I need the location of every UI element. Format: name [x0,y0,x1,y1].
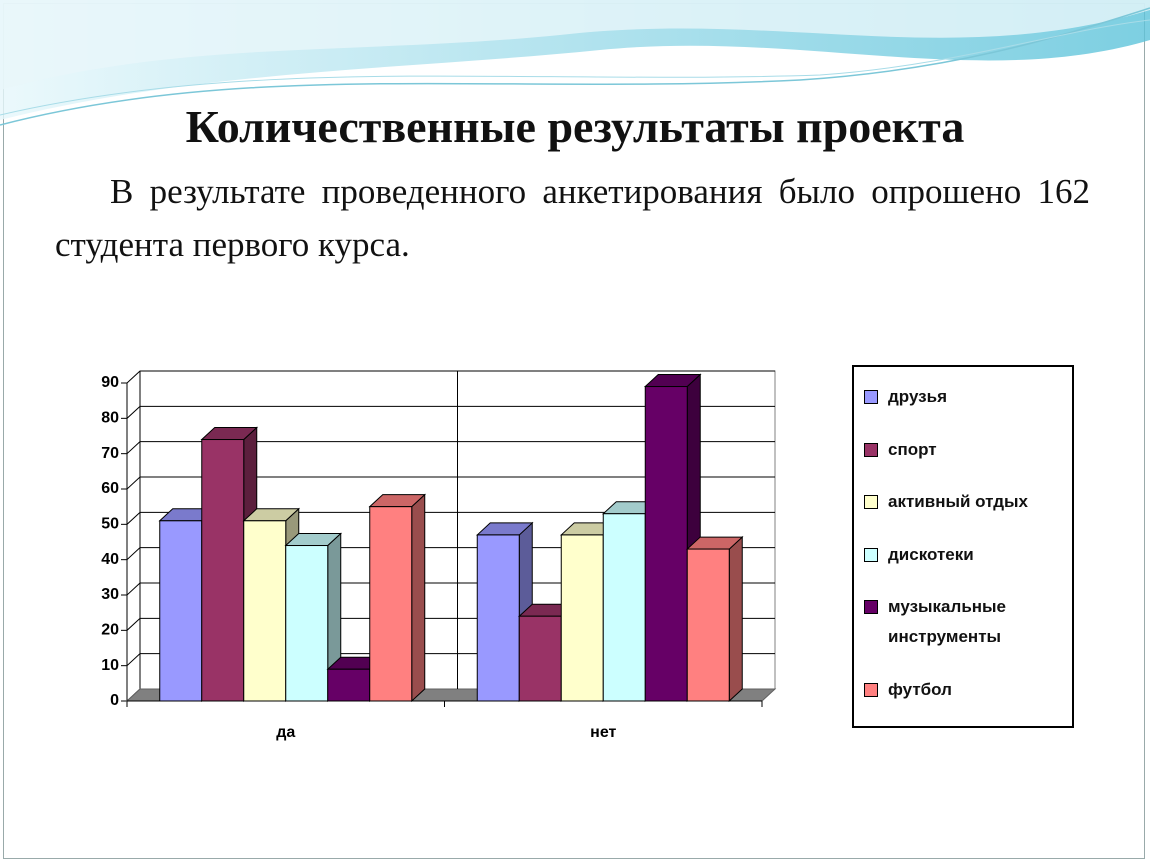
x-tick-label: да [276,724,295,741]
bar [285,545,329,702]
legend-label: дискотеки [888,544,974,564]
y-tick-label: 80 [101,410,119,427]
grid-line [126,441,141,455]
y-tick-label: 40 [101,551,119,568]
legend-entry: музыкальные инструменты [864,592,1066,652]
legend-entry: спорт [864,435,1066,465]
wave [0,0,1150,90]
grid-line [126,582,141,596]
grid-line [126,653,141,667]
bar [560,534,604,702]
y-tick-label: 60 [101,480,119,497]
bar-side [728,535,743,703]
y-tick-label: 50 [101,516,119,533]
bar [243,520,287,702]
bar [369,506,413,702]
bar [644,386,688,702]
y-tick-label: 10 [101,657,119,674]
legend-swatch [864,495,878,510]
y-tick-label: 20 [101,622,119,639]
bar [201,439,245,702]
legend-entry: активный отдых [864,487,1066,517]
bar [686,548,730,702]
legend-swatch [864,390,878,405]
bar [327,668,371,702]
slide-title: Количественные результаты проекта [185,101,965,152]
legend-swatch [864,682,878,697]
bar [518,615,562,702]
grid-line [126,405,141,419]
grid-line [126,511,141,525]
legend-label: спорт [888,439,937,459]
bar-side [411,493,426,703]
legend-swatch [864,547,878,562]
grid-line [126,617,141,631]
bar [602,513,646,702]
grid-line [126,547,141,561]
legend-label: активный отдых [888,492,1028,512]
legend-label: футбол [888,679,952,699]
slide-text: В результате проведенного анкетирования … [55,172,1090,264]
bar [159,520,203,702]
legend: друзья спорт активный отдых дискотеки музыка… [852,365,1074,728]
legend-entry: дискотеки [864,540,1066,570]
wave-line [0,7,1150,126]
legend-swatch [864,600,878,615]
x-tick-label: нет [590,724,616,741]
legend-swatch [864,442,878,457]
y-tick-label: 90 [101,374,119,391]
legend-label: друзья [888,387,948,407]
wave-line [0,19,1150,116]
legend-entry: футбол [864,675,1066,705]
grid-line [126,370,141,384]
bar [476,534,520,702]
legend-entry: друзья [864,382,1066,412]
y-tick-label: 30 [101,586,119,603]
grid-line [126,476,141,490]
y-tick-label: 70 [101,445,119,462]
legend-label: музыкальные инструменты [888,597,1007,647]
y-tick-label: 0 [110,692,119,709]
